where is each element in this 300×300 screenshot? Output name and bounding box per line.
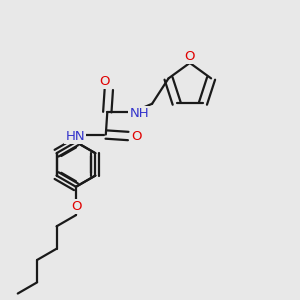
Text: O: O — [99, 75, 110, 88]
Text: HN: HN — [65, 130, 85, 142]
Text: O: O — [71, 200, 82, 213]
Text: O: O — [184, 50, 195, 63]
Text: O: O — [131, 130, 142, 143]
Text: NH: NH — [129, 107, 149, 120]
